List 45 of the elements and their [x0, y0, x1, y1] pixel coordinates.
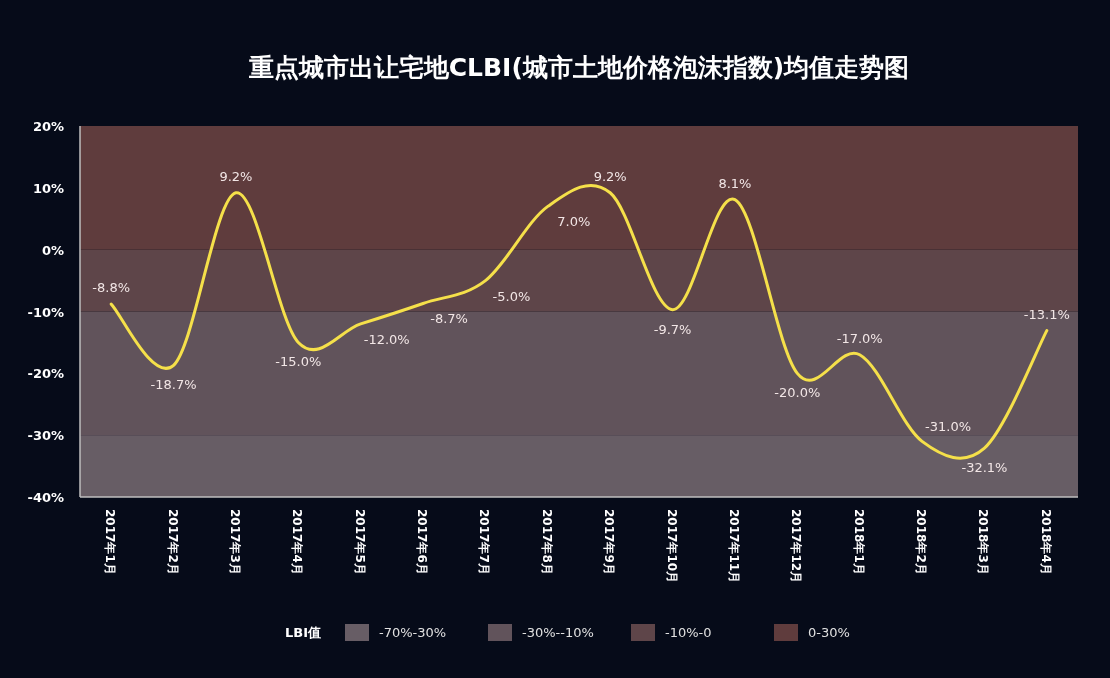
legend-label: -10%-0 — [665, 625, 712, 640]
ytick: 10% — [32, 180, 64, 196]
label: 9.2% — [219, 168, 253, 184]
xtick: 2017年5月 — [352, 509, 367, 575]
label: -12.0% — [363, 331, 410, 347]
xtick: 2018年4月 — [1038, 509, 1053, 575]
label: -8.7% — [430, 311, 468, 327]
label: -31.0% — [925, 419, 972, 435]
label: -8.8% — [92, 280, 131, 296]
xtick: 2017年4月 — [290, 509, 305, 575]
xtick: 2018年3月 — [976, 509, 991, 575]
legend-label: 0-30% — [808, 625, 850, 640]
label: -20.0% — [774, 385, 821, 401]
legend-label: -70%-30% — [379, 625, 447, 640]
label: -5.0% — [492, 288, 531, 304]
label: -15.0% — [275, 354, 322, 370]
xtick: 2017年6月 — [415, 509, 430, 575]
xtick: 2017年8月 — [539, 509, 554, 575]
xtick: 2017年7月 — [477, 509, 492, 575]
ytick: -30% — [27, 428, 64, 444]
label: -9.7% — [653, 321, 692, 337]
label: 9.2% — [593, 168, 627, 184]
xtick: 2017年1月 — [103, 509, 118, 575]
ytick: -10% — [27, 304, 64, 320]
ytick: 0% — [41, 242, 64, 258]
xtick: 2017年9月 — [602, 509, 617, 575]
legend-label: -30%--10% — [522, 625, 594, 640]
xtick: 2017年10月 — [664, 509, 679, 584]
label: -32.1% — [961, 460, 1008, 476]
xtick: 2018年1月 — [851, 509, 866, 575]
legend-title: LBI值 — [285, 625, 322, 640]
xtick: 2017年12月 — [789, 509, 804, 584]
label: -18.7% — [150, 377, 197, 393]
xtick: 2017年11月 — [726, 509, 741, 584]
xtick: 2017年2月 — [165, 509, 180, 575]
xtick: 2018年2月 — [914, 509, 929, 575]
label: 7.0% — [557, 214, 591, 230]
xtick: 2017年3月 — [227, 509, 242, 575]
label: -13.1% — [1023, 306, 1070, 322]
ytick: 20% — [32, 119, 64, 134]
label: -17.0% — [836, 330, 883, 346]
title: 重点城市出让宅地CLBI(城市土地价格泡沫指数)均值走势图 — [248, 53, 910, 82]
ytick: -20% — [27, 366, 64, 382]
ytick: -40% — [27, 490, 64, 505]
label: 8.1% — [718, 175, 752, 191]
